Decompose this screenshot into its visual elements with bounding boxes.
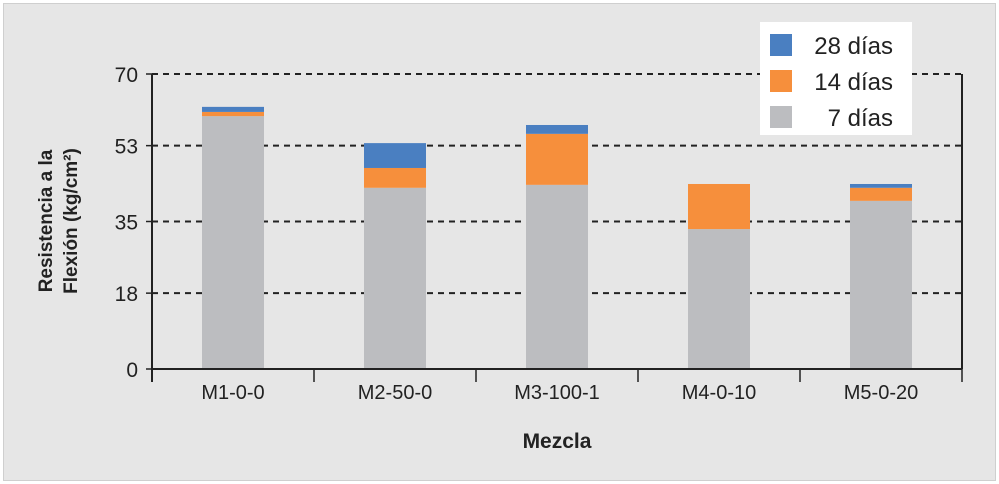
bar-segment xyxy=(688,183,750,230)
x-tick-label: M1-0-0 xyxy=(201,382,264,404)
bar-segment xyxy=(850,187,912,201)
x-tick-label: M2-50-0 xyxy=(358,382,432,404)
x-tick-label: M5-0-20 xyxy=(844,382,918,404)
y-tick-label: 53 xyxy=(115,136,138,159)
bar-segment xyxy=(526,184,588,369)
bar-segment xyxy=(850,183,912,188)
bar-segment xyxy=(526,133,588,185)
legend-swatch xyxy=(770,70,792,92)
legend-label: 28 días xyxy=(814,33,893,60)
bar-segment xyxy=(202,116,264,370)
y-tick-label: 35 xyxy=(115,212,138,235)
y-axis-label: Flexión (kg/cm²) xyxy=(61,148,82,294)
x-tick-label: M3-100-1 xyxy=(514,382,600,404)
bar-segment xyxy=(364,167,426,188)
bar-segment xyxy=(202,106,264,112)
bar-segment xyxy=(850,200,912,369)
bar-segment xyxy=(688,229,750,369)
legend-swatch xyxy=(770,106,792,128)
x-axis-label: Mezcla xyxy=(523,430,592,453)
bar-segment xyxy=(364,143,426,168)
bar-segment xyxy=(526,124,588,134)
bar-segment xyxy=(364,187,426,369)
legend-label: 7 días xyxy=(828,105,893,132)
bar-segment xyxy=(202,111,264,117)
y-tick-label: 18 xyxy=(115,283,138,306)
legend-swatch xyxy=(770,34,792,56)
x-tick-label: M4-0-10 xyxy=(682,382,756,404)
legend-label: 14 días xyxy=(814,69,893,96)
y-axis-label: Resistencia a la xyxy=(36,149,57,292)
y-tick-label: 70 xyxy=(115,64,138,87)
y-tick-label: 0 xyxy=(126,359,138,382)
